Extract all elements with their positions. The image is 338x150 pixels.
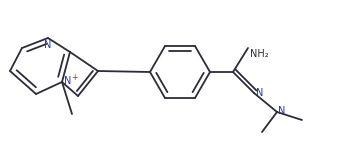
Text: N: N bbox=[256, 88, 263, 98]
Text: N: N bbox=[278, 106, 285, 116]
Text: N: N bbox=[44, 40, 52, 50]
Text: NH₂: NH₂ bbox=[250, 49, 269, 59]
Text: +: + bbox=[71, 72, 77, 81]
Text: N: N bbox=[64, 76, 71, 86]
